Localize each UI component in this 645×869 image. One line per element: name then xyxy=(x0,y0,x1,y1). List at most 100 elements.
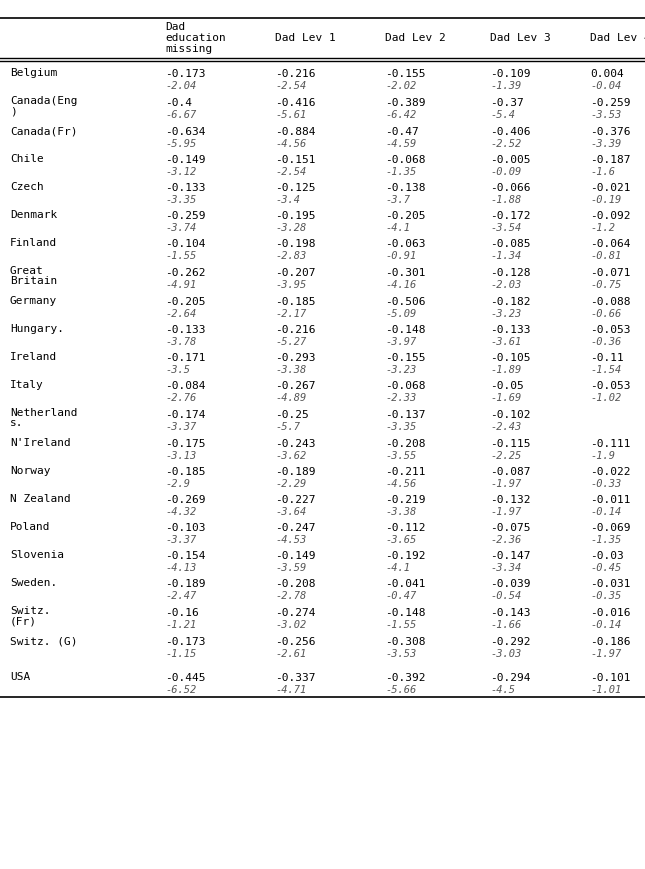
Text: -2.64: -2.64 xyxy=(165,309,196,319)
Text: -3.38: -3.38 xyxy=(275,365,306,375)
Text: -0.11: -0.11 xyxy=(590,353,624,363)
Text: -5.66: -5.66 xyxy=(385,685,416,695)
Text: -3.03: -3.03 xyxy=(490,649,521,659)
Text: Great: Great xyxy=(10,266,44,275)
Text: -3.53: -3.53 xyxy=(590,110,621,120)
Text: -2.78: -2.78 xyxy=(275,591,306,601)
Text: -0.54: -0.54 xyxy=(490,591,521,601)
Text: Poland: Poland xyxy=(10,522,50,532)
Text: -0.173: -0.173 xyxy=(165,69,206,79)
Text: -0.075: -0.075 xyxy=(490,523,530,533)
Text: missing: missing xyxy=(165,44,212,54)
Text: -4.1: -4.1 xyxy=(385,563,410,573)
Text: -1.55: -1.55 xyxy=(165,251,196,261)
Text: -0.392: -0.392 xyxy=(385,673,426,683)
Text: -3.97: -3.97 xyxy=(385,337,416,347)
Text: -4.53: -4.53 xyxy=(275,535,306,545)
Text: -0.292: -0.292 xyxy=(490,637,530,647)
Text: -0.151: -0.151 xyxy=(275,155,315,165)
Text: -2.54: -2.54 xyxy=(275,167,306,177)
Text: -0.011: -0.011 xyxy=(590,495,631,505)
Text: -2.47: -2.47 xyxy=(165,591,196,601)
Text: -0.91: -0.91 xyxy=(385,251,416,261)
Text: -5.95: -5.95 xyxy=(165,139,196,149)
Text: Finland: Finland xyxy=(10,238,57,248)
Text: -5.27: -5.27 xyxy=(275,337,306,347)
Text: -0.05: -0.05 xyxy=(490,381,524,391)
Text: -0.25: -0.25 xyxy=(275,410,309,420)
Text: -0.172: -0.172 xyxy=(490,211,530,221)
Text: -0.406: -0.406 xyxy=(490,127,530,137)
Text: -0.35: -0.35 xyxy=(590,591,621,601)
Text: -0.016: -0.016 xyxy=(590,608,631,618)
Text: Canada(Eng: Canada(Eng xyxy=(10,96,77,105)
Text: Ireland: Ireland xyxy=(10,352,57,362)
Text: -2.17: -2.17 xyxy=(275,309,306,319)
Text: -0.155: -0.155 xyxy=(385,69,426,79)
Text: -0.208: -0.208 xyxy=(385,439,426,449)
Text: -0.021: -0.021 xyxy=(590,183,631,193)
Text: -1.15: -1.15 xyxy=(165,649,196,659)
Text: -0.102: -0.102 xyxy=(490,410,530,420)
Text: s.: s. xyxy=(10,419,23,428)
Text: -3.37: -3.37 xyxy=(165,535,196,545)
Text: -1.21: -1.21 xyxy=(165,620,196,630)
Text: -1.34: -1.34 xyxy=(490,251,521,261)
Text: -3.13: -3.13 xyxy=(165,451,196,461)
Text: -0.133: -0.133 xyxy=(165,325,206,335)
Text: -0.186: -0.186 xyxy=(590,637,631,647)
Text: -1.54: -1.54 xyxy=(590,365,621,375)
Text: -4.91: -4.91 xyxy=(165,280,196,290)
Text: -3.23: -3.23 xyxy=(490,309,521,319)
Text: -3.02: -3.02 xyxy=(275,620,306,630)
Text: -5.61: -5.61 xyxy=(275,110,306,120)
Text: -2.02: -2.02 xyxy=(385,81,416,91)
Text: -4.1: -4.1 xyxy=(385,223,410,233)
Text: -0.4: -0.4 xyxy=(165,98,192,108)
Text: Switz. (G): Switz. (G) xyxy=(10,636,77,646)
Text: -3.65: -3.65 xyxy=(385,535,416,545)
Text: Canada(Fr): Canada(Fr) xyxy=(10,126,77,136)
Text: -0.137: -0.137 xyxy=(385,410,426,420)
Text: -3.37: -3.37 xyxy=(165,422,196,432)
Text: -0.267: -0.267 xyxy=(275,381,315,391)
Text: -0.337: -0.337 xyxy=(275,673,315,683)
Text: -0.105: -0.105 xyxy=(490,353,530,363)
Text: -0.069: -0.069 xyxy=(590,523,631,533)
Text: -0.104: -0.104 xyxy=(165,239,206,249)
Text: -0.247: -0.247 xyxy=(275,523,315,533)
Text: -3.54: -3.54 xyxy=(490,223,521,233)
Text: -0.445: -0.445 xyxy=(165,673,206,683)
Text: -4.32: -4.32 xyxy=(165,507,196,517)
Text: -0.205: -0.205 xyxy=(165,297,206,307)
Text: USA: USA xyxy=(10,672,30,682)
Text: -0.053: -0.053 xyxy=(590,381,631,391)
Text: N Zealand: N Zealand xyxy=(10,494,71,504)
Text: -3.4: -3.4 xyxy=(275,195,300,205)
Text: -0.187: -0.187 xyxy=(590,155,631,165)
Text: -0.216: -0.216 xyxy=(275,69,315,79)
Text: -0.111: -0.111 xyxy=(590,439,631,449)
Text: Denmark: Denmark xyxy=(10,210,57,220)
Text: -0.173: -0.173 xyxy=(165,637,206,647)
Text: -0.041: -0.041 xyxy=(385,579,426,589)
Text: Belgium: Belgium xyxy=(10,68,57,78)
Text: -0.182: -0.182 xyxy=(490,297,530,307)
Text: -4.56: -4.56 xyxy=(385,479,416,489)
Text: -0.155: -0.155 xyxy=(385,353,426,363)
Text: -0.262: -0.262 xyxy=(165,268,206,278)
Text: -1.35: -1.35 xyxy=(385,167,416,177)
Text: -0.16: -0.16 xyxy=(165,608,199,618)
Text: -3.34: -3.34 xyxy=(490,563,521,573)
Text: -0.149: -0.149 xyxy=(165,155,206,165)
Text: -0.33: -0.33 xyxy=(590,479,621,489)
Text: -2.43: -2.43 xyxy=(490,422,521,432)
Text: -0.128: -0.128 xyxy=(490,268,530,278)
Text: -1.97: -1.97 xyxy=(490,479,521,489)
Text: -3.35: -3.35 xyxy=(385,422,416,432)
Text: -0.112: -0.112 xyxy=(385,523,426,533)
Text: -0.293: -0.293 xyxy=(275,353,315,363)
Text: -0.092: -0.092 xyxy=(590,211,631,221)
Text: -1.69: -1.69 xyxy=(490,393,521,403)
Text: -0.208: -0.208 xyxy=(275,579,315,589)
